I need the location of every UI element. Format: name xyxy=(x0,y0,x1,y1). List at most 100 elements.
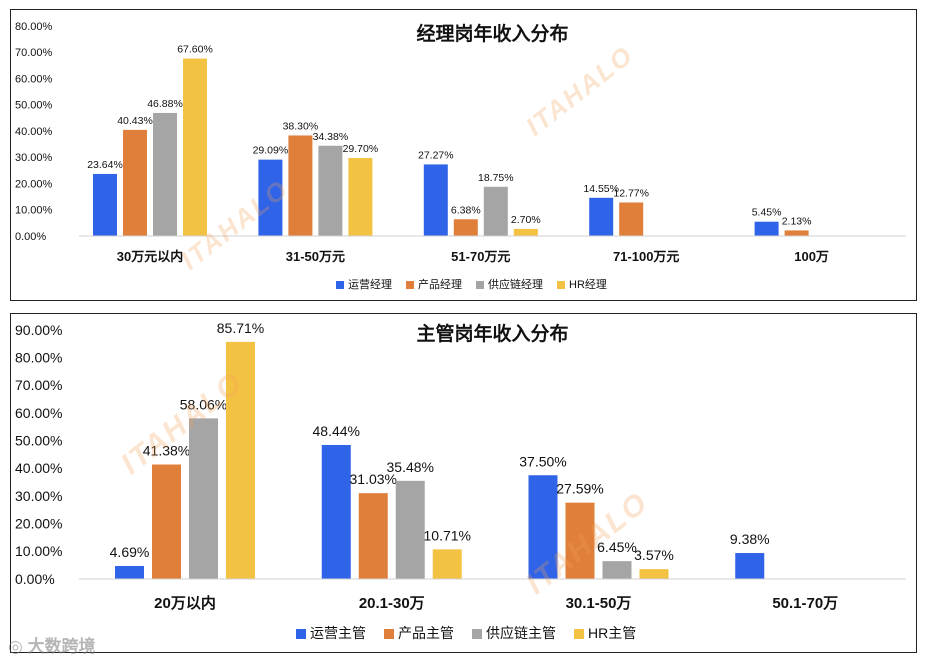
bar-4-1 xyxy=(183,58,207,236)
bar-1-2 xyxy=(258,159,283,236)
data-label: 29.09% xyxy=(253,145,289,157)
bar-2-1 xyxy=(123,129,147,236)
legend-label: 供应链主管 xyxy=(486,625,556,641)
weibo-icon: ◎ xyxy=(8,637,28,656)
category-label: 20万以内 xyxy=(154,594,216,612)
y-tick-label: 70.00% xyxy=(15,47,53,59)
y-tick-label: 70.00% xyxy=(15,377,62,393)
bar-4-2 xyxy=(432,549,462,579)
y-tick-label: 30.00% xyxy=(15,152,53,164)
legend-label: HR主管 xyxy=(588,625,636,641)
bar-2-5 xyxy=(784,230,809,236)
bar-3-1 xyxy=(153,112,177,236)
category-label: 100万 xyxy=(794,249,829,264)
data-label: 29.70% xyxy=(343,143,379,155)
data-label: 67.60% xyxy=(177,44,213,56)
y-tick-label: 40.00% xyxy=(15,460,62,476)
bar-3-2 xyxy=(318,145,343,236)
data-label: 38.30% xyxy=(283,120,319,132)
legend-swatch-1 xyxy=(296,629,306,639)
y-tick-label: 0.00% xyxy=(15,231,46,243)
chart-title: 主管岗年收入分布 xyxy=(416,322,568,345)
bar-3-3 xyxy=(602,561,632,579)
chart-title: 经理岗年收入分布 xyxy=(416,22,568,45)
data-label: 27.27% xyxy=(418,149,454,161)
bar-2-4 xyxy=(619,202,644,236)
legend-swatch-4 xyxy=(574,629,584,639)
data-label: 35.48% xyxy=(387,459,434,475)
legend-label: 运营经理 xyxy=(348,277,392,291)
bar-4-3 xyxy=(639,569,669,579)
y-tick-label: 20.00% xyxy=(15,178,53,190)
bar-1-2 xyxy=(321,444,351,579)
bar-2-2 xyxy=(288,135,313,236)
category-label: 20.1-30万 xyxy=(359,595,425,612)
bar-1-5 xyxy=(754,221,779,236)
legend-label: 产品经理 xyxy=(418,277,462,291)
category-label: 71-100万元 xyxy=(613,249,679,264)
footer-logo: ◎ 大数跨境 xyxy=(8,637,96,656)
y-tick-label: 50.00% xyxy=(15,433,62,449)
legend-label: 产品主管 xyxy=(398,625,454,641)
data-label: 40.43% xyxy=(117,115,153,127)
y-tick-label: 80.00% xyxy=(15,21,53,33)
bar-1-4 xyxy=(735,553,765,579)
legend-swatch-2 xyxy=(384,629,394,639)
legend-swatch-3 xyxy=(472,629,482,639)
legend-swatch-3 xyxy=(476,281,484,289)
data-label: 4.69% xyxy=(110,544,150,560)
y-tick-label: 80.00% xyxy=(15,350,62,366)
bar-1-4 xyxy=(589,197,614,236)
data-label: 6.45% xyxy=(597,539,637,555)
data-label: 34.38% xyxy=(313,131,349,143)
y-tick-label: 40.00% xyxy=(15,126,53,138)
bar-2-1 xyxy=(152,464,181,579)
category-label: 30.1-50万 xyxy=(566,595,632,612)
data-label: 48.44% xyxy=(313,423,360,439)
y-tick-label: 10.00% xyxy=(15,205,53,217)
bar-2-3 xyxy=(453,219,478,236)
legend-swatch-4 xyxy=(557,281,565,289)
supervisor-chart-panel: 主管岗年收入分布 0.00% 10.00% 20.00% 30.00% 40.00% 50.… xyxy=(10,313,917,653)
data-label: 85.71% xyxy=(217,320,264,336)
bar-1-3 xyxy=(423,164,448,236)
bar-2-3 xyxy=(565,502,595,579)
bar-1-1 xyxy=(115,566,144,579)
bar-3-2 xyxy=(395,480,425,579)
legend-swatch-2 xyxy=(406,281,414,289)
bar-1-1 xyxy=(93,173,117,236)
y-tick-label: 50.00% xyxy=(15,100,53,112)
y-tick-label: 60.00% xyxy=(15,73,53,85)
category-label: 31-50万元 xyxy=(286,249,345,264)
data-label: 31.03% xyxy=(350,471,397,487)
bar-4-1 xyxy=(226,341,255,579)
data-label: 5.45% xyxy=(752,207,782,219)
data-label: 27.59% xyxy=(556,481,603,497)
bar-3-1 xyxy=(189,418,218,579)
category-label: 50.1-70万 xyxy=(772,595,838,612)
data-label: 58.06% xyxy=(180,396,227,412)
category-label: 51-70万元 xyxy=(451,249,510,264)
data-label: 12.77% xyxy=(613,187,649,199)
legend-label: 供应链经理 xyxy=(488,277,543,291)
bar-4-2 xyxy=(348,158,373,236)
bar-3-3 xyxy=(483,186,508,236)
data-label: 3.57% xyxy=(634,547,674,563)
legend-label: 运营主管 xyxy=(310,625,366,641)
data-label: 2.13% xyxy=(782,215,812,227)
legend-label: HR经理 xyxy=(569,278,607,291)
data-label: 23.64% xyxy=(87,159,123,171)
bar-4-3 xyxy=(513,228,538,236)
data-label: 14.55% xyxy=(583,183,619,195)
data-label: 9.38% xyxy=(730,531,770,547)
data-label: 41.38% xyxy=(143,443,190,459)
y-tick-label: 0.00% xyxy=(15,571,55,587)
category-label: 30万元以内 xyxy=(117,249,183,264)
bar-1-3 xyxy=(528,475,558,579)
data-label: 37.50% xyxy=(519,453,566,469)
legend-swatch-1 xyxy=(336,281,344,289)
y-tick-label: 60.00% xyxy=(15,405,62,421)
y-tick-label: 10.00% xyxy=(15,543,62,559)
data-label: 46.88% xyxy=(147,98,183,110)
supervisor-income-chart: 主管岗年收入分布 0.00% 10.00% 20.00% 30.00% 40.00% 50.… xyxy=(15,320,906,641)
